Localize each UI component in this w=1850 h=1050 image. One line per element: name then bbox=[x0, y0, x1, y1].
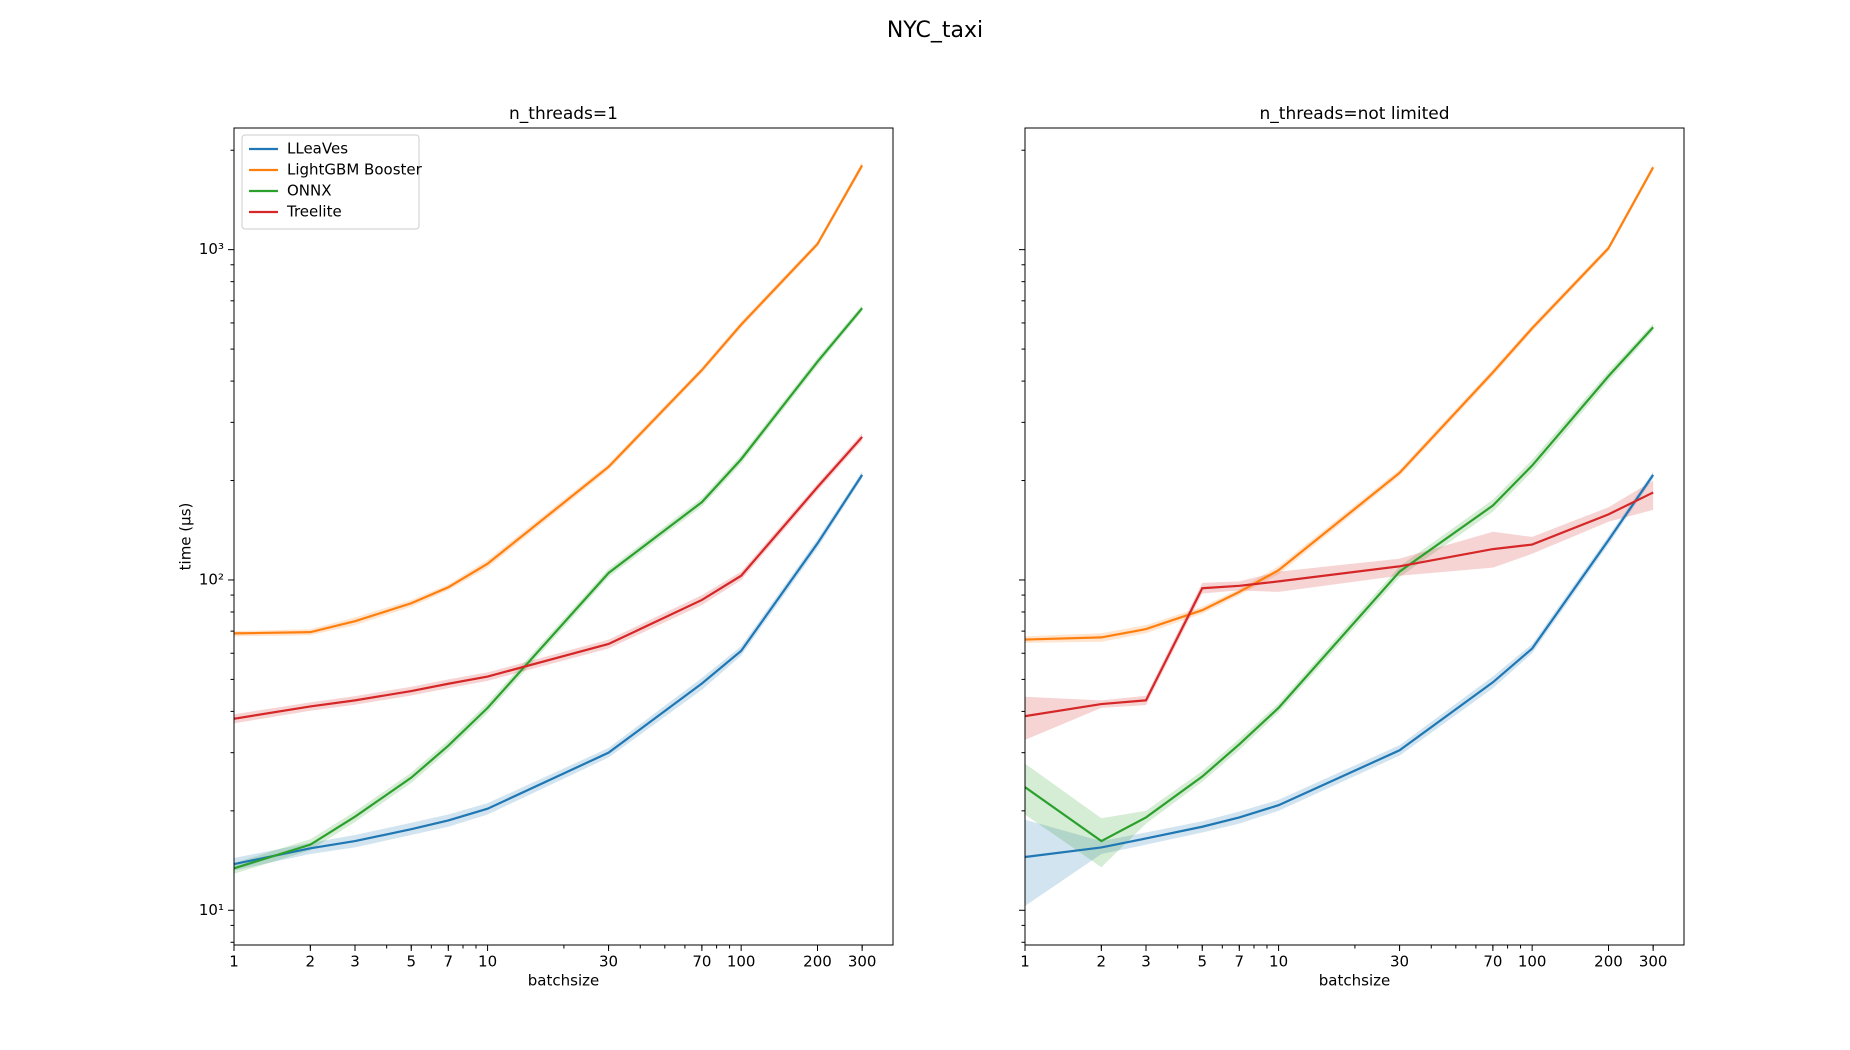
x-tick-label: 200 bbox=[1594, 953, 1623, 971]
y-tick-label: 10¹ bbox=[199, 901, 224, 919]
x-tick-label: 7 bbox=[1235, 953, 1245, 971]
figure-title: NYC_taxi bbox=[887, 18, 983, 43]
x-tick-label: 1 bbox=[229, 953, 239, 971]
series-line bbox=[234, 164, 864, 635]
series-line bbox=[234, 307, 863, 870]
series-line bbox=[234, 436, 863, 720]
confidence-band bbox=[234, 433, 863, 724]
x-tick-label: 300 bbox=[848, 953, 877, 971]
x-tick-label: 10 bbox=[478, 953, 497, 971]
y-axis-label: time (µs) bbox=[177, 503, 195, 571]
x-tick-label: 300 bbox=[1639, 953, 1668, 971]
y-tick-label: 10² bbox=[199, 570, 224, 588]
x-tick-label: 5 bbox=[406, 953, 416, 971]
plot-area bbox=[234, 162, 864, 874]
x-tick-label: 200 bbox=[803, 953, 832, 971]
x-tick-label: 2 bbox=[1097, 953, 1107, 971]
x-tick-label: 70 bbox=[1483, 953, 1502, 971]
x-tick-label: 3 bbox=[350, 953, 360, 971]
x-tick-label: 30 bbox=[1390, 953, 1409, 971]
y-tick-label: 10³ bbox=[199, 240, 224, 258]
confidence-band bbox=[1025, 323, 1654, 868]
legend-label: Treelite bbox=[286, 203, 342, 221]
legend-label: LightGBM Booster bbox=[287, 161, 423, 179]
legend-box bbox=[241, 134, 420, 230]
x-tick-label: 7 bbox=[444, 953, 454, 971]
confidence-band bbox=[1025, 480, 1654, 740]
confidence-band bbox=[234, 471, 863, 871]
axes-title: n_threads=1 bbox=[509, 104, 618, 124]
series-line bbox=[1025, 326, 1654, 843]
confidence-band bbox=[234, 162, 863, 637]
axes-frame bbox=[233, 127, 894, 946]
x-tick-label: 30 bbox=[599, 953, 618, 971]
x-tick-label: 10 bbox=[1269, 953, 1288, 971]
confidence-band bbox=[1025, 471, 1654, 907]
x-tick-label: 70 bbox=[692, 953, 711, 971]
x-tick-label: 2 bbox=[306, 953, 316, 971]
axes-title: n_threads=not limited bbox=[1260, 104, 1450, 124]
plot-area bbox=[1025, 164, 1655, 907]
x-tick-label: 1 bbox=[1020, 953, 1030, 971]
x-tick-label: 3 bbox=[1141, 953, 1151, 971]
series-line bbox=[1025, 491, 1654, 718]
legend-label: ONNX bbox=[287, 182, 332, 200]
series-line bbox=[1025, 474, 1655, 859]
legend-label: LLeaVes bbox=[287, 140, 348, 158]
x-tick-label: 100 bbox=[727, 953, 756, 971]
x-axis-label: batchsize bbox=[1319, 972, 1390, 990]
x-axis-label: batchsize bbox=[528, 972, 599, 990]
axes-frame bbox=[1024, 127, 1685, 946]
series-line bbox=[234, 474, 864, 866]
confidence-band bbox=[234, 304, 863, 874]
series-line bbox=[1025, 166, 1655, 641]
x-tick-label: 5 bbox=[1197, 953, 1207, 971]
x-tick-label: 100 bbox=[1518, 953, 1547, 971]
